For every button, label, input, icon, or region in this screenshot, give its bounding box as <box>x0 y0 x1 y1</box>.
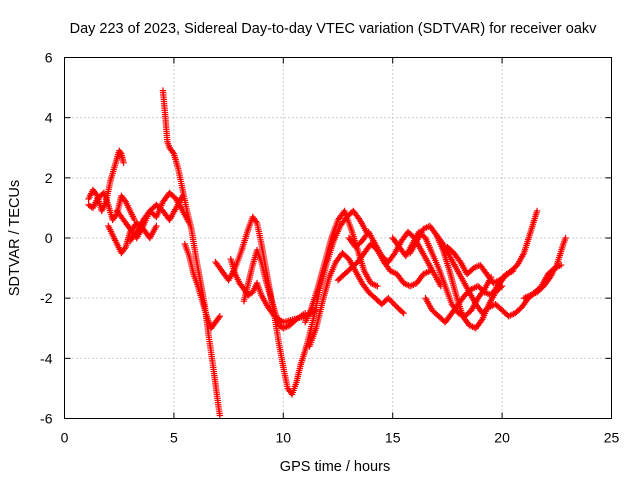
plot-points <box>85 87 569 419</box>
x-tick-label: 20 <box>494 430 510 446</box>
y-tick-label: -2 <box>40 290 53 306</box>
data-series <box>212 213 305 398</box>
x-tick-label: 10 <box>276 430 292 446</box>
data-point <box>153 222 160 230</box>
x-tick-labels: 0 5 10 15 20 25 <box>61 430 620 446</box>
data-point <box>438 239 446 246</box>
data-point <box>132 230 139 237</box>
data-series <box>306 249 407 350</box>
data-series <box>520 234 569 302</box>
x-tick-label: 0 <box>61 430 69 446</box>
data-point <box>216 313 224 320</box>
data-point <box>117 149 124 156</box>
data-point <box>93 191 100 198</box>
data-point <box>509 267 517 275</box>
data-point <box>400 310 407 317</box>
data-point <box>386 296 393 303</box>
y-tick-label: -4 <box>40 350 53 366</box>
x-axis-label: GPS time / hours <box>280 459 390 475</box>
data-point <box>390 300 398 308</box>
data-point <box>390 251 397 258</box>
data-point <box>478 317 485 324</box>
data-series <box>389 228 495 320</box>
x-tick-label: 25 <box>604 430 620 446</box>
data-point <box>355 215 362 222</box>
data-point <box>252 218 260 225</box>
data-point <box>121 245 128 252</box>
chart-title: Day 223 of 2023, Sidereal Day-to-day VTE… <box>70 21 598 37</box>
data-series <box>181 240 224 332</box>
data-point <box>545 275 553 282</box>
data-series <box>85 189 138 224</box>
data-point <box>374 282 381 290</box>
y-tick-label: 2 <box>45 170 53 186</box>
data-series <box>240 246 309 332</box>
data-series <box>126 189 193 245</box>
y-tick-label: 4 <box>45 110 53 126</box>
y-axis-label: SDTVAR / TECUs <box>7 180 23 296</box>
data-series <box>159 87 224 419</box>
data-point <box>388 297 395 305</box>
data-point <box>385 294 392 302</box>
y-tick-label: 0 <box>45 230 53 246</box>
data-series <box>301 207 381 326</box>
data-point <box>533 207 541 215</box>
data-point <box>120 159 127 166</box>
data-series <box>444 243 517 287</box>
data-point <box>399 308 406 316</box>
data-series <box>345 228 445 290</box>
y-tick-labels: -6 -4 -2 0 2 4 6 <box>40 50 53 427</box>
x-tick-label: 15 <box>385 430 401 446</box>
x-tick-label: 5 <box>170 430 178 446</box>
axis-ticks <box>64 57 612 419</box>
y-tick-label: -6 <box>40 411 53 427</box>
data-point <box>121 197 128 204</box>
data-point <box>456 257 463 264</box>
data-point <box>389 299 396 306</box>
y-tick-label: 6 <box>45 50 53 66</box>
data-point <box>216 412 224 419</box>
data-point <box>169 149 177 156</box>
data-point <box>215 314 222 321</box>
data-point <box>562 234 569 242</box>
